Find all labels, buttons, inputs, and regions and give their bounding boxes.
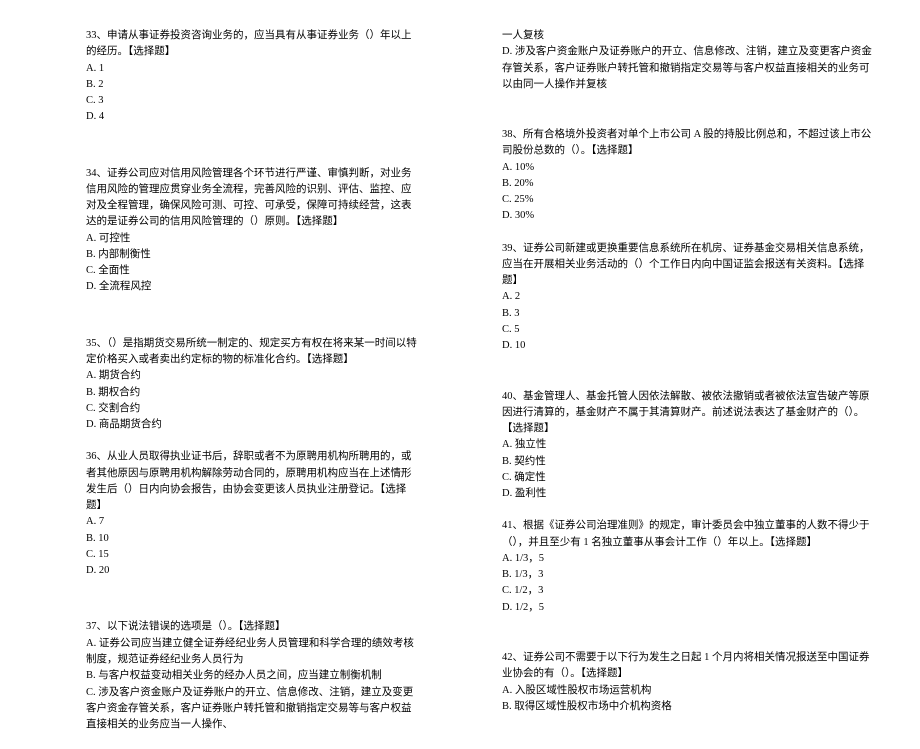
answer-option: B. 20% [502, 176, 878, 192]
answer-option: B. 1/3，3 [502, 567, 878, 583]
answer-option: A. 期货合约 [86, 368, 418, 384]
left-column: 33、申请从事证券投资咨询业务的，应当具有从事证券业务（）年以上的经历。【选择题… [0, 28, 460, 749]
question-stem: 33、申请从事证券投资咨询业务的，应当具有从事证券业务（）年以上的经历。【选择题… [86, 28, 418, 61]
answer-option: C. 5 [502, 322, 878, 338]
answer-option: A. 7 [86, 514, 418, 530]
answer-option: D. 盈利性 [502, 486, 878, 502]
question-block: 37、以下说法错误的选项是（）。【选择题】A. 证券公司应当建立健全证券经纪业务… [86, 619, 418, 733]
question-block: 40、基金管理人、基金托管人因依法解散、被依法撤销或者被依法宣告破产等原因进行清… [502, 389, 878, 503]
answer-option: B. 2 [86, 77, 418, 93]
right-column: 一人复核D. 涉及客户资金账户及证券账户的开立、信息修改、注销，建立及变更客户资… [460, 28, 920, 749]
answer-option: C. 全面性 [86, 263, 418, 279]
question-block: 39、证券公司新建或更换重要信息系统所在机房、证券基金交易相关信息系统，应当在开… [502, 241, 878, 355]
question-stem: 37、以下说法错误的选项是（）。【选择题】 [86, 619, 418, 635]
question-stem: 36、从业人员取得执业证书后，辞职或者不为原聘用机构所聘用的，或者其他原因与原聘… [86, 449, 418, 514]
answer-option: D. 全流程风控 [86, 279, 418, 295]
answer-option: B. 期权合约 [86, 385, 418, 401]
answer-option: B. 内部制衡性 [86, 247, 418, 263]
answer-option: C. 3 [86, 93, 418, 109]
question-stem: 40、基金管理人、基金托管人因依法解散、被依法撤销或者被依法宣告破产等原因进行清… [502, 389, 878, 438]
question-stem: 39、证券公司新建或更换重要信息系统所在机房、证券基金交易相关信息系统，应当在开… [502, 241, 878, 290]
question-stem: 一人复核 [502, 28, 878, 44]
question-block: 41、根据《证券公司治理准则》的规定，审计委员会中独立董事的人数不得少于（），并… [502, 518, 878, 616]
answer-option: C. 交割合约 [86, 401, 418, 417]
answer-option: C. 涉及客户资金账户及证券账户的开立、信息修改、注销，建立及变更客户资金存管关… [86, 685, 418, 734]
question-stem: 34、证券公司应对信用风险管理各个环节进行严谨、审慎判断，对业务信用风险的管理应… [86, 166, 418, 231]
exam-page: 33、申请从事证券投资咨询业务的，应当具有从事证券业务（）年以上的经历。【选择题… [0, 0, 920, 749]
answer-option: D. 4 [86, 109, 418, 125]
question-stem: 38、所有合格境外投资者对单个上市公司 A 股的持股比例总和，不超过该上市公司股… [502, 127, 878, 160]
answer-option: B. 与客户权益变动相关业务的经办人员之间，应当建立制衡机制 [86, 668, 418, 684]
answer-option: B. 10 [86, 531, 418, 547]
answer-option: C. 1/2，3 [502, 583, 878, 599]
answer-option: D. 20 [86, 563, 418, 579]
question-block: 35、（）是指期货交易所统一制定的、规定买方有权在将来某一时间以特定价格买入或者… [86, 336, 418, 434]
answer-option: C. 15 [86, 547, 418, 563]
question-block: 一人复核D. 涉及客户资金账户及证券账户的开立、信息修改、注销，建立及变更客户资… [502, 28, 878, 93]
answer-option: A. 2 [502, 289, 878, 305]
answer-option: D. 1/2，5 [502, 600, 878, 616]
question-block: 36、从业人员取得执业证书后，辞职或者不为原聘用机构所聘用的，或者其他原因与原聘… [86, 449, 418, 579]
answer-option: A. 可控性 [86, 231, 418, 247]
answer-option: A. 独立性 [502, 437, 878, 453]
answer-option: A. 入股区域性股权市场运营机构 [502, 683, 878, 699]
answer-option: A. 1 [86, 61, 418, 77]
answer-option: D. 商品期货合约 [86, 417, 418, 433]
answer-option: D. 涉及客户资金账户及证券账户的开立、信息修改、注销，建立及变更客户资金存管关… [502, 44, 878, 93]
answer-option: A. 10% [502, 160, 878, 176]
answer-option: B. 契约性 [502, 454, 878, 470]
answer-option: A. 1/3，5 [502, 551, 878, 567]
answer-option: C. 25% [502, 192, 878, 208]
answer-option: C. 确定性 [502, 470, 878, 486]
answer-option: D. 10 [502, 338, 878, 354]
question-block: 33、申请从事证券投资咨询业务的，应当具有从事证券业务（）年以上的经历。【选择题… [86, 28, 418, 126]
question-block: 42、证券公司不需要于以下行为发生之日起 1 个月内将相关情况报送至中国证券业协… [502, 650, 878, 715]
answer-option: D. 30% [502, 208, 878, 224]
answer-option: A. 证券公司应当建立健全证券经纪业务人员管理和科学合理的绩效考核制度，规范证券… [86, 636, 418, 669]
question-stem: 35、（）是指期货交易所统一制定的、规定买方有权在将来某一时间以特定价格买入或者… [86, 336, 418, 369]
question-stem: 41、根据《证券公司治理准则》的规定，审计委员会中独立董事的人数不得少于（），并… [502, 518, 878, 551]
question-block: 34、证券公司应对信用风险管理各个环节进行严谨、审慎判断，对业务信用风险的管理应… [86, 166, 418, 296]
answer-option: B. 取得区域性股权市场中介机构资格 [502, 699, 878, 715]
question-stem: 42、证券公司不需要于以下行为发生之日起 1 个月内将相关情况报送至中国证券业协… [502, 650, 878, 683]
question-block: 38、所有合格境外投资者对单个上市公司 A 股的持股比例总和，不超过该上市公司股… [502, 127, 878, 225]
answer-option: B. 3 [502, 306, 878, 322]
